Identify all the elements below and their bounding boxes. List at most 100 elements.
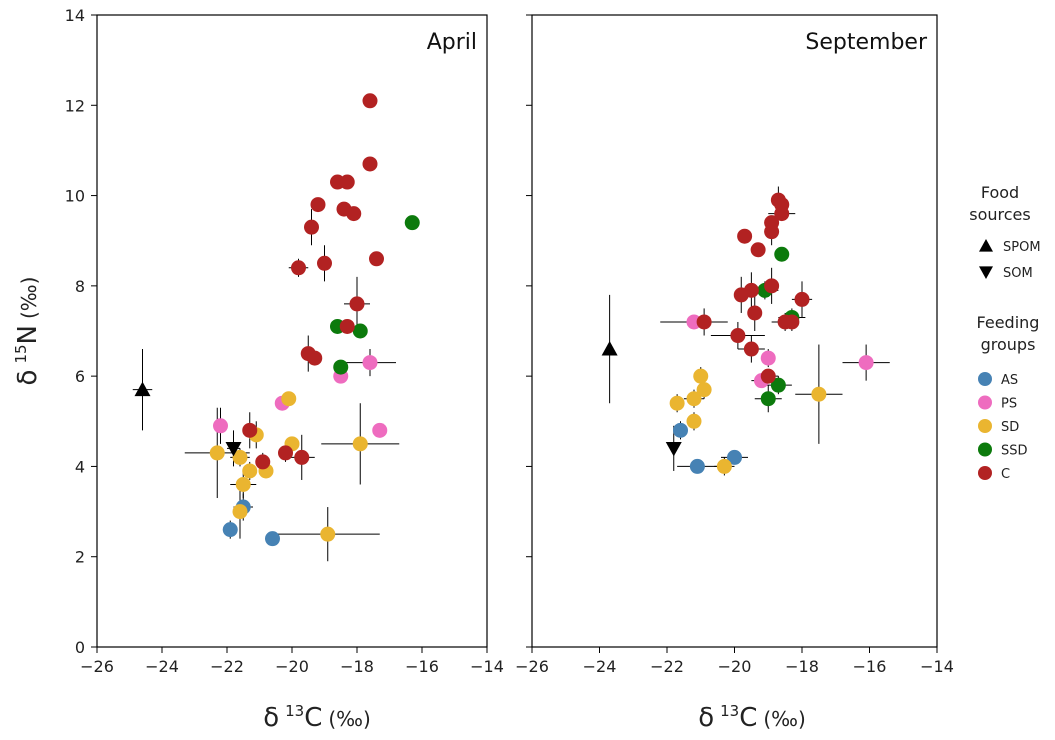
y-axis-label-delta: δ bbox=[13, 370, 43, 386]
legend-marker-ssd bbox=[978, 442, 992, 457]
x-tick-label: −26 bbox=[515, 657, 549, 676]
point-ssd bbox=[770, 377, 786, 393]
x-tick-label: −14 bbox=[470, 657, 504, 676]
point-c bbox=[349, 296, 365, 312]
point-sd bbox=[669, 395, 685, 411]
point-c bbox=[242, 422, 258, 438]
point-ps bbox=[858, 355, 874, 371]
x-axis-label-sup: 13 bbox=[720, 702, 739, 720]
point-c bbox=[696, 314, 712, 330]
panel-title: April bbox=[427, 30, 477, 55]
point-c bbox=[369, 251, 384, 267]
legend-groups-title-line1: Feeding bbox=[977, 313, 1040, 332]
legend-marker-c bbox=[978, 466, 992, 480]
point-ps bbox=[372, 422, 388, 438]
legend-label-as: AS bbox=[1001, 373, 1018, 388]
point-c bbox=[310, 197, 326, 213]
point-c bbox=[255, 454, 271, 470]
point-ssd bbox=[760, 391, 776, 407]
point-c bbox=[294, 449, 310, 465]
point-c bbox=[362, 156, 378, 172]
point-ssd bbox=[774, 246, 790, 262]
point-c bbox=[317, 255, 332, 271]
y-axis-label-elem: N bbox=[13, 325, 43, 344]
point-as bbox=[265, 531, 280, 547]
legend: Food sources SPOM SOM Feeding groups AS PS… bbox=[969, 183, 1040, 482]
x-tick-label: −22 bbox=[650, 657, 684, 676]
legend-groups-title-line2: groups bbox=[981, 335, 1036, 354]
point-sd bbox=[696, 382, 712, 398]
legend-label-ssd: SSD bbox=[1001, 444, 1028, 459]
x-axis-label-september: δ 13C (‰) bbox=[698, 702, 806, 733]
panel-april: April −26 −24 −22 −20 −18 −16 −14 0 2 4 6 8 10 12 14 bbox=[65, 6, 504, 676]
legend-label-ps: PS bbox=[1001, 397, 1017, 412]
y-tick-label: 6 bbox=[75, 367, 85, 386]
point-ssd bbox=[404, 215, 420, 231]
point-c bbox=[764, 278, 780, 294]
point-sd bbox=[242, 463, 258, 479]
legend-marker-as bbox=[978, 372, 992, 386]
y-tick-label: 0 bbox=[75, 638, 85, 657]
y-tick-label: 12 bbox=[65, 96, 85, 115]
point-c bbox=[760, 368, 776, 384]
point-ps bbox=[362, 355, 378, 371]
point-sd bbox=[811, 386, 827, 402]
point-c bbox=[774, 206, 790, 222]
point-sd bbox=[686, 413, 702, 429]
point-as bbox=[727, 449, 742, 465]
panel-september: September −26 −24 −22 −20 −18 −16 −14 bbox=[515, 14, 954, 676]
x-axis-label-delta: δ bbox=[263, 703, 279, 733]
x-axis-label-sup: 13 bbox=[285, 702, 304, 720]
point-ssd bbox=[352, 323, 368, 339]
point-c bbox=[291, 260, 306, 276]
point-sd bbox=[232, 449, 248, 465]
point-sd bbox=[235, 476, 251, 492]
x-axis-label-elem: C bbox=[304, 703, 322, 733]
point-c bbox=[784, 314, 800, 330]
point-c bbox=[346, 206, 362, 222]
legend-label-som: SOM bbox=[1003, 266, 1033, 281]
point-c bbox=[737, 228, 753, 244]
legend-marker-som bbox=[979, 266, 993, 279]
point-ps bbox=[213, 418, 228, 434]
point-as bbox=[222, 522, 238, 538]
point-c bbox=[750, 242, 766, 258]
legend-marker-sd bbox=[978, 419, 992, 433]
x-tick-label: −26 bbox=[80, 657, 114, 676]
point-c bbox=[743, 341, 759, 357]
y-tick-label: 4 bbox=[75, 457, 85, 476]
x-tick-label: −16 bbox=[405, 657, 439, 676]
y-axis-label-unit: (‰) bbox=[17, 277, 41, 319]
point-c bbox=[730, 328, 746, 344]
legend-sources: SPOM SOM bbox=[979, 239, 1041, 281]
point-c bbox=[794, 291, 810, 307]
x-axis-label-unit: (‰) bbox=[763, 707, 805, 731]
x-tick-label: −20 bbox=[275, 657, 309, 676]
legend-sources-title-line1: Food bbox=[981, 183, 1019, 202]
legend-marker-spom bbox=[979, 239, 993, 252]
panel-title: September bbox=[805, 30, 928, 55]
x-tick-label: −24 bbox=[583, 657, 617, 676]
y-axis-label-sup: 15 bbox=[12, 344, 30, 363]
point-c bbox=[764, 215, 780, 231]
legend-label-c: C bbox=[1001, 467, 1010, 482]
source-som bbox=[665, 441, 682, 457]
x-tick-label: −20 bbox=[718, 657, 752, 676]
x-tick-label: −18 bbox=[340, 657, 374, 676]
x-tick-label: −14 bbox=[920, 657, 954, 676]
legend-label-spom: SPOM bbox=[1003, 240, 1041, 255]
point-sd bbox=[209, 445, 225, 461]
y-tick-label: 10 bbox=[65, 187, 85, 206]
plot-frame bbox=[96, 14, 488, 648]
y-tick-label: 8 bbox=[75, 277, 85, 296]
legend-label-sd: SD bbox=[1001, 420, 1019, 435]
x-axis-label-delta: δ bbox=[698, 703, 714, 733]
point-sd bbox=[686, 391, 702, 407]
point-sd bbox=[693, 368, 709, 384]
x-tick-label: −24 bbox=[145, 657, 179, 676]
point-c bbox=[747, 305, 763, 321]
y-tick-label: 14 bbox=[65, 6, 85, 25]
point-c bbox=[278, 445, 293, 461]
legend-marker-ps bbox=[978, 395, 992, 410]
